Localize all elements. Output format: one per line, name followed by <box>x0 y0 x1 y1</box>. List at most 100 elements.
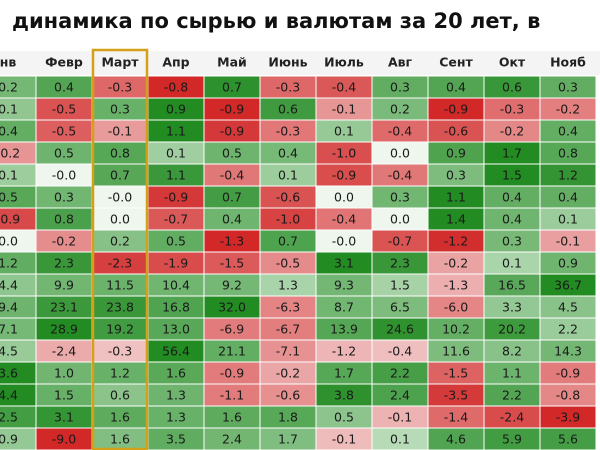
column-header: Июль <box>324 55 364 70</box>
cell-value: 2.3 <box>54 256 74 271</box>
cell <box>148 340 204 362</box>
cell <box>372 362 428 384</box>
cell-value: 0.3 <box>446 168 466 183</box>
cell-value: -0.9 <box>220 102 244 117</box>
cell-value: 0.4 <box>558 124 578 139</box>
cell-value: 3.5 <box>166 432 186 447</box>
cell-value: -2.3 <box>108 256 132 271</box>
cell <box>484 428 540 450</box>
cell-value: 0.3 <box>390 190 410 205</box>
cell <box>204 362 260 384</box>
cell-value: -0.9 <box>220 366 244 381</box>
cell-value: 0.4 <box>558 190 578 205</box>
cell-value: -0.9 <box>444 102 468 117</box>
column-header: Июнь <box>268 55 307 70</box>
cell-value: -2.4 <box>52 344 76 359</box>
cell <box>148 164 204 186</box>
cell <box>260 274 316 296</box>
cell-value: 0.0 <box>334 190 354 205</box>
cell-value: 3.6 <box>0 366 18 381</box>
cell <box>0 340 36 362</box>
cell <box>316 230 372 252</box>
cell <box>0 76 36 98</box>
cell <box>148 274 204 296</box>
cell <box>204 428 260 450</box>
cell <box>428 98 484 120</box>
cell-value: 0.9 <box>446 146 466 161</box>
cell <box>260 230 316 252</box>
cell <box>484 186 540 208</box>
cell-value: 0.8 <box>54 212 74 227</box>
cell <box>428 384 484 406</box>
cell-value: 1.6 <box>222 410 242 425</box>
cell <box>0 120 36 142</box>
cell <box>540 76 596 98</box>
cell-value: -1.0 <box>332 146 356 161</box>
cell-value: 0.3 <box>110 102 130 117</box>
cell <box>372 318 428 340</box>
cell-value: 0.7 <box>222 80 242 95</box>
cell <box>316 186 372 208</box>
column-header: Нояб <box>550 55 586 70</box>
cell <box>484 98 540 120</box>
cell-value: 0.4 <box>54 80 74 95</box>
cell <box>36 274 92 296</box>
cell-value: -0.4 <box>332 80 356 95</box>
cell <box>260 318 316 340</box>
cell-value: 0.8 <box>558 146 578 161</box>
cell-value: 14.3 <box>554 344 582 359</box>
cell-value: 0.1 <box>390 432 410 447</box>
cell <box>428 186 484 208</box>
cell <box>204 186 260 208</box>
header-row <box>0 51 600 75</box>
cell <box>36 252 92 274</box>
cell <box>260 362 316 384</box>
cell <box>36 362 92 384</box>
cell <box>92 274 148 296</box>
cell-value: 1.2 <box>0 256 18 271</box>
cell <box>92 208 148 230</box>
cell-value: -0.4 <box>388 168 412 183</box>
cell <box>540 428 596 450</box>
cell <box>0 274 36 296</box>
cell-value: 0.3 <box>558 80 578 95</box>
cell <box>36 142 92 164</box>
cell <box>148 98 204 120</box>
cell-value: 2.2 <box>502 388 522 403</box>
cell-value: -0.3 <box>108 344 132 359</box>
cell-value: 1.3 <box>166 388 186 403</box>
cell-value: 0.7 <box>222 190 242 205</box>
cell <box>540 208 596 230</box>
cell <box>92 318 148 340</box>
cell <box>36 164 92 186</box>
cell <box>92 362 148 384</box>
cell <box>148 208 204 230</box>
cell-value: 1.1 <box>166 124 186 139</box>
cell <box>316 428 372 450</box>
column-header: Май <box>217 55 247 70</box>
cell-value: -6.0 <box>444 300 468 315</box>
cell-value: 1.7 <box>502 146 522 161</box>
cell <box>92 98 148 120</box>
cell-value: 16.8 <box>162 300 190 315</box>
cell-value: -0.7 <box>164 212 188 227</box>
cell <box>540 362 596 384</box>
cell-value: 4.4 <box>0 388 18 403</box>
cell-value: -0.6 <box>276 190 300 205</box>
cell <box>372 186 428 208</box>
cell <box>484 340 540 362</box>
cell-value: 1.1 <box>166 168 186 183</box>
cell <box>540 384 596 406</box>
cell-value: 0.5 <box>0 190 18 205</box>
cell <box>484 252 540 274</box>
column-header: Авг <box>388 55 413 70</box>
cell <box>316 274 372 296</box>
cell <box>540 296 596 318</box>
cell <box>204 340 260 362</box>
cell-value: 2.4 <box>390 388 410 403</box>
cell-value: -3.5 <box>444 388 468 403</box>
cell <box>372 340 428 362</box>
cell <box>540 274 596 296</box>
cell <box>0 252 36 274</box>
cell <box>148 186 204 208</box>
